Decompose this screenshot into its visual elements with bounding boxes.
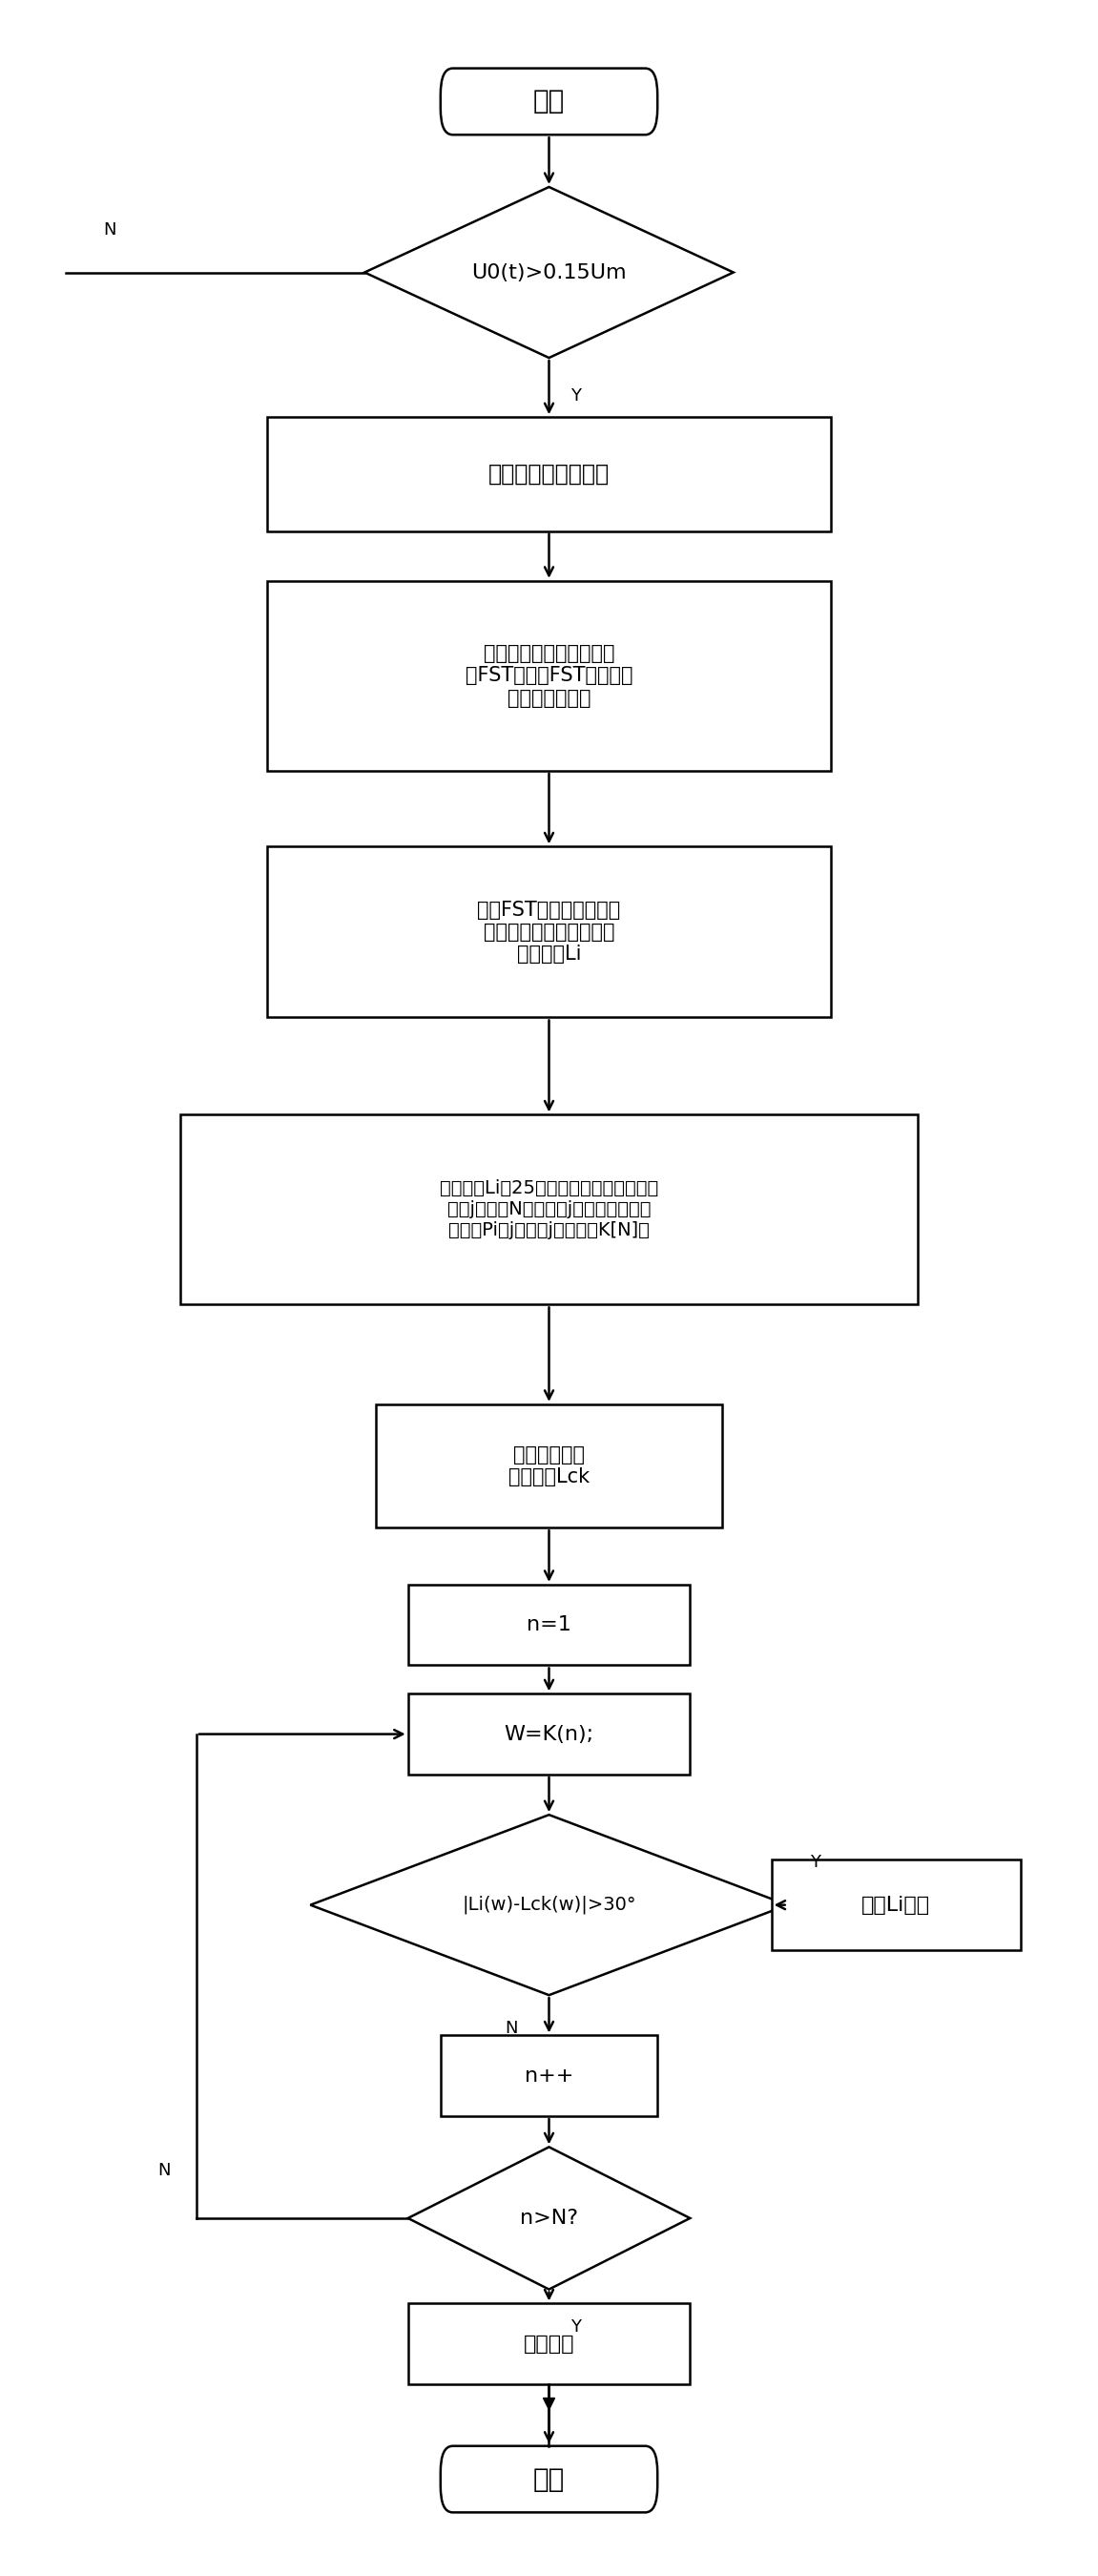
Text: 选取相角参考
比较线路Lck: 选取相角参考 比较线路Lck xyxy=(508,1445,590,1486)
Text: 提取各暂态零序电流: 提取各暂态零序电流 xyxy=(489,464,609,484)
Text: N: N xyxy=(103,222,116,237)
Bar xyxy=(408,1695,690,1775)
Text: n>N?: n>N? xyxy=(520,2208,578,2228)
Text: 对各馈线暂态零序电流进
行FST，得到FST一维模系
数及一维相角値: 对各馈线暂态零序电流进 行FST，得到FST一维模系 数及一维相角値 xyxy=(466,644,632,708)
FancyBboxPatch shape xyxy=(440,2447,658,2512)
Polygon shape xyxy=(408,2146,690,2290)
Text: N: N xyxy=(505,2020,517,2038)
Bar xyxy=(408,1584,690,1664)
Text: U0(t)>0.15Um: U0(t)>0.15Um xyxy=(471,263,627,281)
Text: W=K(n);: W=K(n); xyxy=(504,1723,594,1744)
Text: 结束: 结束 xyxy=(534,2465,564,2494)
Text: N: N xyxy=(157,2161,170,2179)
Text: 线路Li故障: 线路Li故障 xyxy=(862,1896,930,1914)
FancyBboxPatch shape xyxy=(440,70,658,134)
Bar xyxy=(180,1115,918,1303)
Bar xyxy=(267,580,831,770)
Bar xyxy=(376,1404,722,1528)
Bar xyxy=(440,2035,658,2115)
Text: 母线故障: 母线故障 xyxy=(524,2334,574,2354)
Text: Y: Y xyxy=(571,2318,581,2336)
Text: 根据FST一维模系数求各
馈线能量値，并选出可能
故障线路Li: 根据FST一维模系数求各 馈线能量値，并选出可能 故障线路Li xyxy=(478,902,620,963)
Text: 找出线路Li前25个模系数的各个极大値点
位置j及个数N；则位置j对应主频点的相
角値为Pi（j），将j存入数组K[N]中: 找出线路Li前25个模系数的各个极大値点 位置j及个数N；则位置j对应主频点的相… xyxy=(439,1180,659,1239)
Bar xyxy=(267,417,831,531)
Text: n=1: n=1 xyxy=(527,1615,571,1636)
Bar xyxy=(267,848,831,1018)
Text: Y: Y xyxy=(809,1855,820,1870)
Bar xyxy=(408,2303,690,2385)
Text: n++: n++ xyxy=(525,2066,573,2087)
Text: 开始: 开始 xyxy=(534,88,564,116)
Text: |Li(w)-Lck(w)|>30°: |Li(w)-Lck(w)|>30° xyxy=(462,1896,636,1914)
Text: Y: Y xyxy=(571,386,581,404)
Bar xyxy=(772,1860,1021,1950)
Polygon shape xyxy=(311,1814,787,1996)
Polygon shape xyxy=(365,188,733,358)
